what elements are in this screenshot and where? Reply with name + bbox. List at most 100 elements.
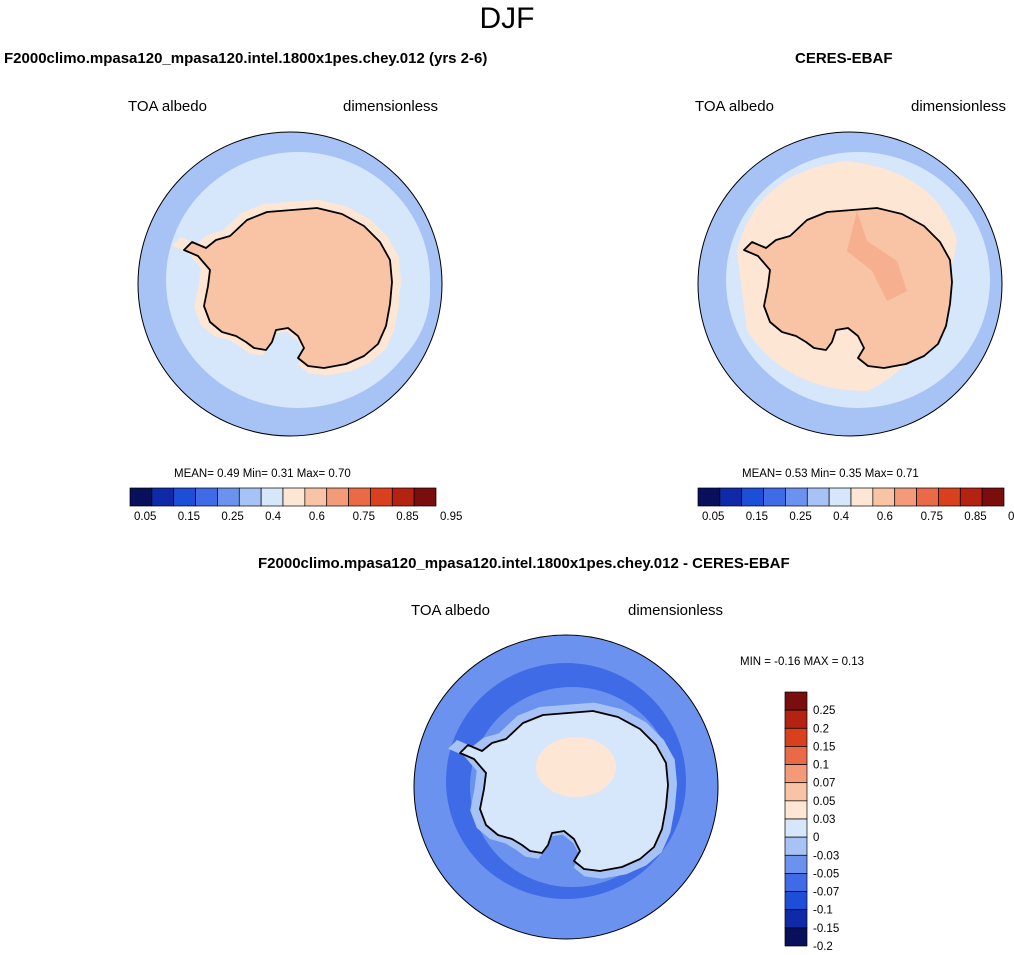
diff-title: F2000climo.mpasa120_mpasa120.intel.1800x… xyxy=(258,555,790,572)
plateau-band xyxy=(847,211,907,301)
season-title: DJF xyxy=(479,2,535,35)
panel2-stats: MEAN= 0.53 Min= 0.35 Max= 0.71 xyxy=(742,468,919,480)
colorbar-box xyxy=(173,487,196,507)
colorbar-box xyxy=(784,800,808,820)
colorbar-box xyxy=(784,764,808,784)
colorbar-box xyxy=(938,487,961,507)
colorbar-box xyxy=(784,891,808,911)
colorbar-tick-label: 0.75 xyxy=(921,511,943,523)
colorbar-box xyxy=(697,487,721,507)
colorbar-box xyxy=(151,487,175,507)
panel2-variable-label: TOA albedo xyxy=(695,98,774,115)
colorbar-tick-label: -0.2 xyxy=(813,941,833,953)
colorbar-tick-label: 0.85 xyxy=(964,511,986,523)
panel2-colorbar: 0.05 0.15 0.25 0.4 0.6 0.75 0.85 0.95 xyxy=(697,487,1014,523)
colorbar-box xyxy=(894,487,917,507)
colorbar-tick-label: -0.03 xyxy=(813,850,839,862)
map-border xyxy=(413,634,719,940)
colorbar-box xyxy=(304,487,328,507)
colorbar-box xyxy=(195,487,218,507)
colorbar-tick-label: 0.95 xyxy=(440,511,462,523)
colorbar-tick-label: 0.07 xyxy=(813,778,835,790)
colorbar-box xyxy=(282,487,306,507)
colorbar-tick-label: 0.2 xyxy=(813,723,829,735)
panel1-units-label: dimensionless xyxy=(343,98,439,115)
map-border xyxy=(697,131,1003,437)
colorbar-tick-label: 0.25 xyxy=(221,511,243,523)
antarctica-coastline xyxy=(743,207,953,369)
colorbar-tick-label: 0.05 xyxy=(813,796,835,808)
map-border xyxy=(137,131,443,437)
colorbar-tick-label: 0.85 xyxy=(396,511,418,523)
colorbar-tick-label: 0.15 xyxy=(746,511,768,523)
panel1-colorbar: 0.05 0.15 0.25 0.4 0.6 0.75 0.85 0.95 xyxy=(129,487,462,523)
colorbar-tick-label: -0.1 xyxy=(813,905,833,917)
colorbar-box xyxy=(784,782,808,802)
colorbar-box xyxy=(916,487,939,507)
colorbar-tick-label: 0.05 xyxy=(134,511,156,523)
colorbar-box xyxy=(959,487,983,507)
colorbar-box xyxy=(981,487,1005,507)
colorbar-box xyxy=(850,487,874,507)
colorbar-box xyxy=(784,727,808,747)
colorbar-box xyxy=(391,487,415,507)
colorbar-tick-label: -0.15 xyxy=(813,923,839,935)
colorbar-tick-label: -0.05 xyxy=(813,868,839,880)
colorbar-box xyxy=(785,487,808,507)
colorbar-box xyxy=(784,836,808,856)
colorbar-box xyxy=(784,873,808,892)
antarctica-coastline xyxy=(459,710,669,872)
colorbar-box xyxy=(872,487,896,507)
colorbar-tick-label: 0.1 xyxy=(813,760,829,772)
colorbar-tick-label: -0.07 xyxy=(813,887,839,899)
panel1-title: F2000climo.mpasa120_mpasa120.intel.1800x… xyxy=(4,50,488,67)
antarctica-fill xyxy=(744,208,952,368)
colorbar-tick-label: 0.15 xyxy=(178,511,200,523)
diff-positive-area xyxy=(536,737,616,797)
colorbar-box xyxy=(238,487,262,507)
diff-polar-map xyxy=(413,634,719,940)
colorbar-box xyxy=(413,487,437,507)
colorbar-box xyxy=(260,487,284,507)
panel1-polar-map xyxy=(137,131,443,437)
colorbar-box xyxy=(326,487,349,507)
colorbar-box xyxy=(784,691,808,711)
antarctica-fill xyxy=(184,208,392,368)
colorbar-tick-label: 0.05 xyxy=(702,511,724,523)
colorbar-tick-label: 0.4 xyxy=(833,511,850,523)
colorbar-box xyxy=(129,487,153,507)
colorbar-tick-label: 0.95 xyxy=(1008,511,1014,523)
colorbar-box xyxy=(741,487,764,507)
diff-variable-label: TOA albedo xyxy=(411,602,490,619)
colorbar-box xyxy=(784,818,808,838)
colorbar-box xyxy=(806,487,830,507)
colorbar-box xyxy=(217,487,240,507)
colorbar-tick-label: 0 xyxy=(813,832,819,844)
colorbar-box xyxy=(784,909,808,929)
colorbar-tick-label: 0.03 xyxy=(813,814,835,826)
diff-colorbar: 0.25 0.2 0.15 0.1 0.07 0.05 0.03 0 -0.03 -0.05 -0.… xyxy=(784,691,839,953)
colorbar-tick-label: 0.25 xyxy=(813,705,835,717)
colorbar-box xyxy=(784,709,808,729)
colorbar-tick-label: 0.6 xyxy=(309,511,325,523)
colorbar-tick-label: 0.25 xyxy=(789,511,811,523)
colorbar-tick-label: 0.75 xyxy=(353,511,375,523)
colorbar-box xyxy=(763,487,786,507)
colorbar-box xyxy=(784,854,808,874)
colorbar-box xyxy=(784,927,808,947)
diff-units-label: dimensionless xyxy=(628,602,724,619)
colorbar-box xyxy=(784,746,808,765)
diff-stats: MIN = -0.16 MAX = 0.13 xyxy=(740,656,865,668)
colorbar-box xyxy=(348,487,371,507)
colorbar-tick-label: 0.4 xyxy=(265,511,282,523)
panel1-stats: MEAN= 0.49 Min= 0.31 Max= 0.70 xyxy=(174,468,351,480)
panel2-units-label: dimensionless xyxy=(911,98,1007,115)
colorbar-box xyxy=(370,487,393,507)
panel2-polar-map xyxy=(697,131,1003,437)
colorbar-box xyxy=(828,487,852,507)
colorbar-box xyxy=(719,487,743,507)
colorbar-tick-label: 0.6 xyxy=(877,511,893,523)
colorbar-tick-label: 0.15 xyxy=(813,741,835,753)
antarctica-coastline xyxy=(183,207,393,369)
panel1-variable-label: TOA albedo xyxy=(128,98,207,115)
